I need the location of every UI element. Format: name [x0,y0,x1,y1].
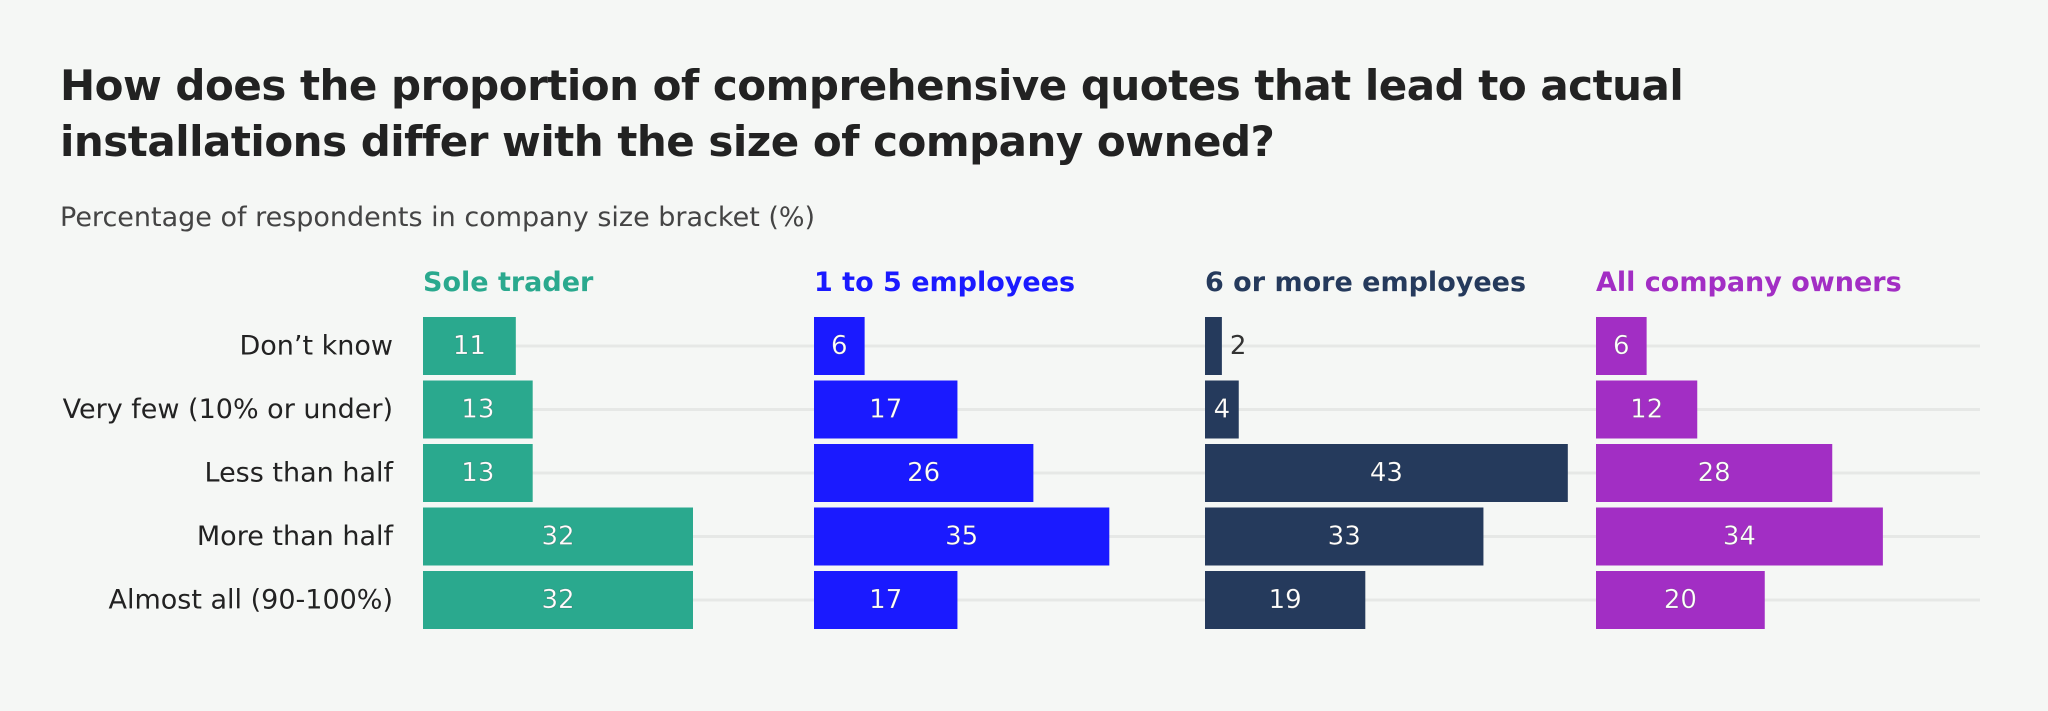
bar [814,444,1034,502]
series-title: 1 to 5 employees [814,267,1075,298]
series-title: All company owners [1596,267,1902,298]
data-label: 6 [831,331,848,361]
data-label: 12 [1630,395,1663,425]
bar [1596,444,1833,502]
data-label: 13 [461,458,494,488]
data-label: 4 [1214,395,1231,425]
category-label: Very few (10% or under) [63,394,393,425]
series-title: 6 or more employees [1205,267,1526,298]
category-label: Almost all (90-100%) [108,585,393,616]
data-label: 17 [869,395,902,425]
data-label: 2 [1230,331,1247,361]
data-label: 13 [461,395,494,425]
data-label: 34 [1723,522,1756,552]
data-label: 32 [541,585,574,615]
series-title: Sole trader [423,267,594,298]
bar [423,571,693,629]
chart-title: How does the proportion of comprehensive… [60,61,1684,166]
bar [814,571,958,629]
bar [814,380,958,439]
data-label: 26 [907,458,940,488]
data-label: 6 [1613,331,1630,361]
bar [1205,380,1239,439]
bar [1205,507,1484,566]
chart-subtitle: Percentage of respondents in company siz… [60,202,816,233]
bar [1205,444,1568,502]
category-label: Don’t know [239,331,393,362]
bar [814,507,1110,566]
data-label: 43 [1370,458,1403,488]
bar [423,507,693,566]
data-label: 33 [1328,522,1361,552]
data-label: 28 [1698,458,1731,488]
data-label: 32 [541,522,574,552]
bar [1596,507,1883,566]
bar [1596,317,1647,375]
data-label: 19 [1269,585,1302,615]
category-label: Less than half [205,458,395,489]
bar [423,317,516,375]
bar [1596,571,1765,629]
data-label: 11 [453,331,486,361]
bar [423,444,533,502]
bar [1205,317,1222,375]
bar [1205,571,1366,629]
data-label: 20 [1664,585,1697,615]
data-label: 35 [945,522,978,552]
bar [814,317,865,375]
bar [423,380,533,439]
category-label: More than half [197,521,395,552]
bar [1596,380,1698,439]
data-label: 17 [869,585,902,615]
